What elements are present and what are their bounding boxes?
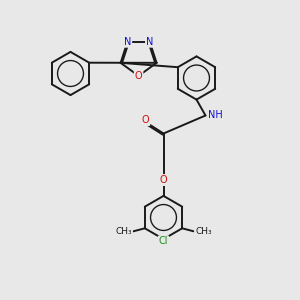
Text: CH₃: CH₃ (115, 227, 132, 236)
Text: N: N (124, 37, 131, 47)
Text: N: N (146, 37, 153, 47)
Text: CH₃: CH₃ (195, 227, 212, 236)
Text: O: O (160, 175, 167, 185)
Text: Cl: Cl (159, 236, 168, 247)
Text: NH: NH (208, 110, 223, 121)
Text: O: O (135, 71, 142, 81)
Text: O: O (142, 115, 149, 125)
